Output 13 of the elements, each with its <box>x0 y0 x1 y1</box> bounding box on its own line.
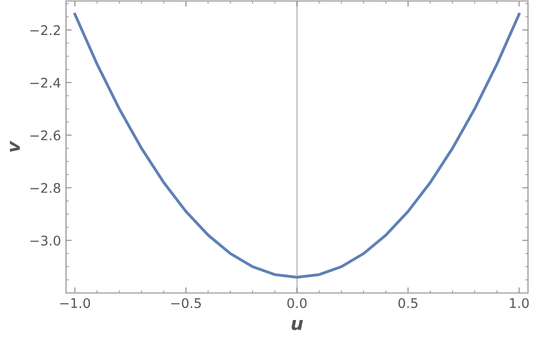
x-tick-label: 0.5 <box>398 298 418 308</box>
x-axis-title: u <box>292 320 303 330</box>
y-tick-label: −3.0 <box>30 236 60 246</box>
x-tick-label: 1.0 <box>510 298 529 308</box>
line-series <box>73 12 521 279</box>
x-tick-label: −0.5 <box>171 298 201 308</box>
y-tick-label: −2.4 <box>30 78 60 88</box>
y-tick-label: −2.6 <box>30 130 60 140</box>
x-tick-label: −1.0 <box>60 298 90 308</box>
y-tick-label: −2.2 <box>30 25 60 35</box>
x-tick-label: 0.0 <box>287 298 307 308</box>
y-axis-title: v <box>10 140 20 152</box>
y-tick-label: −2.8 <box>30 182 60 193</box>
